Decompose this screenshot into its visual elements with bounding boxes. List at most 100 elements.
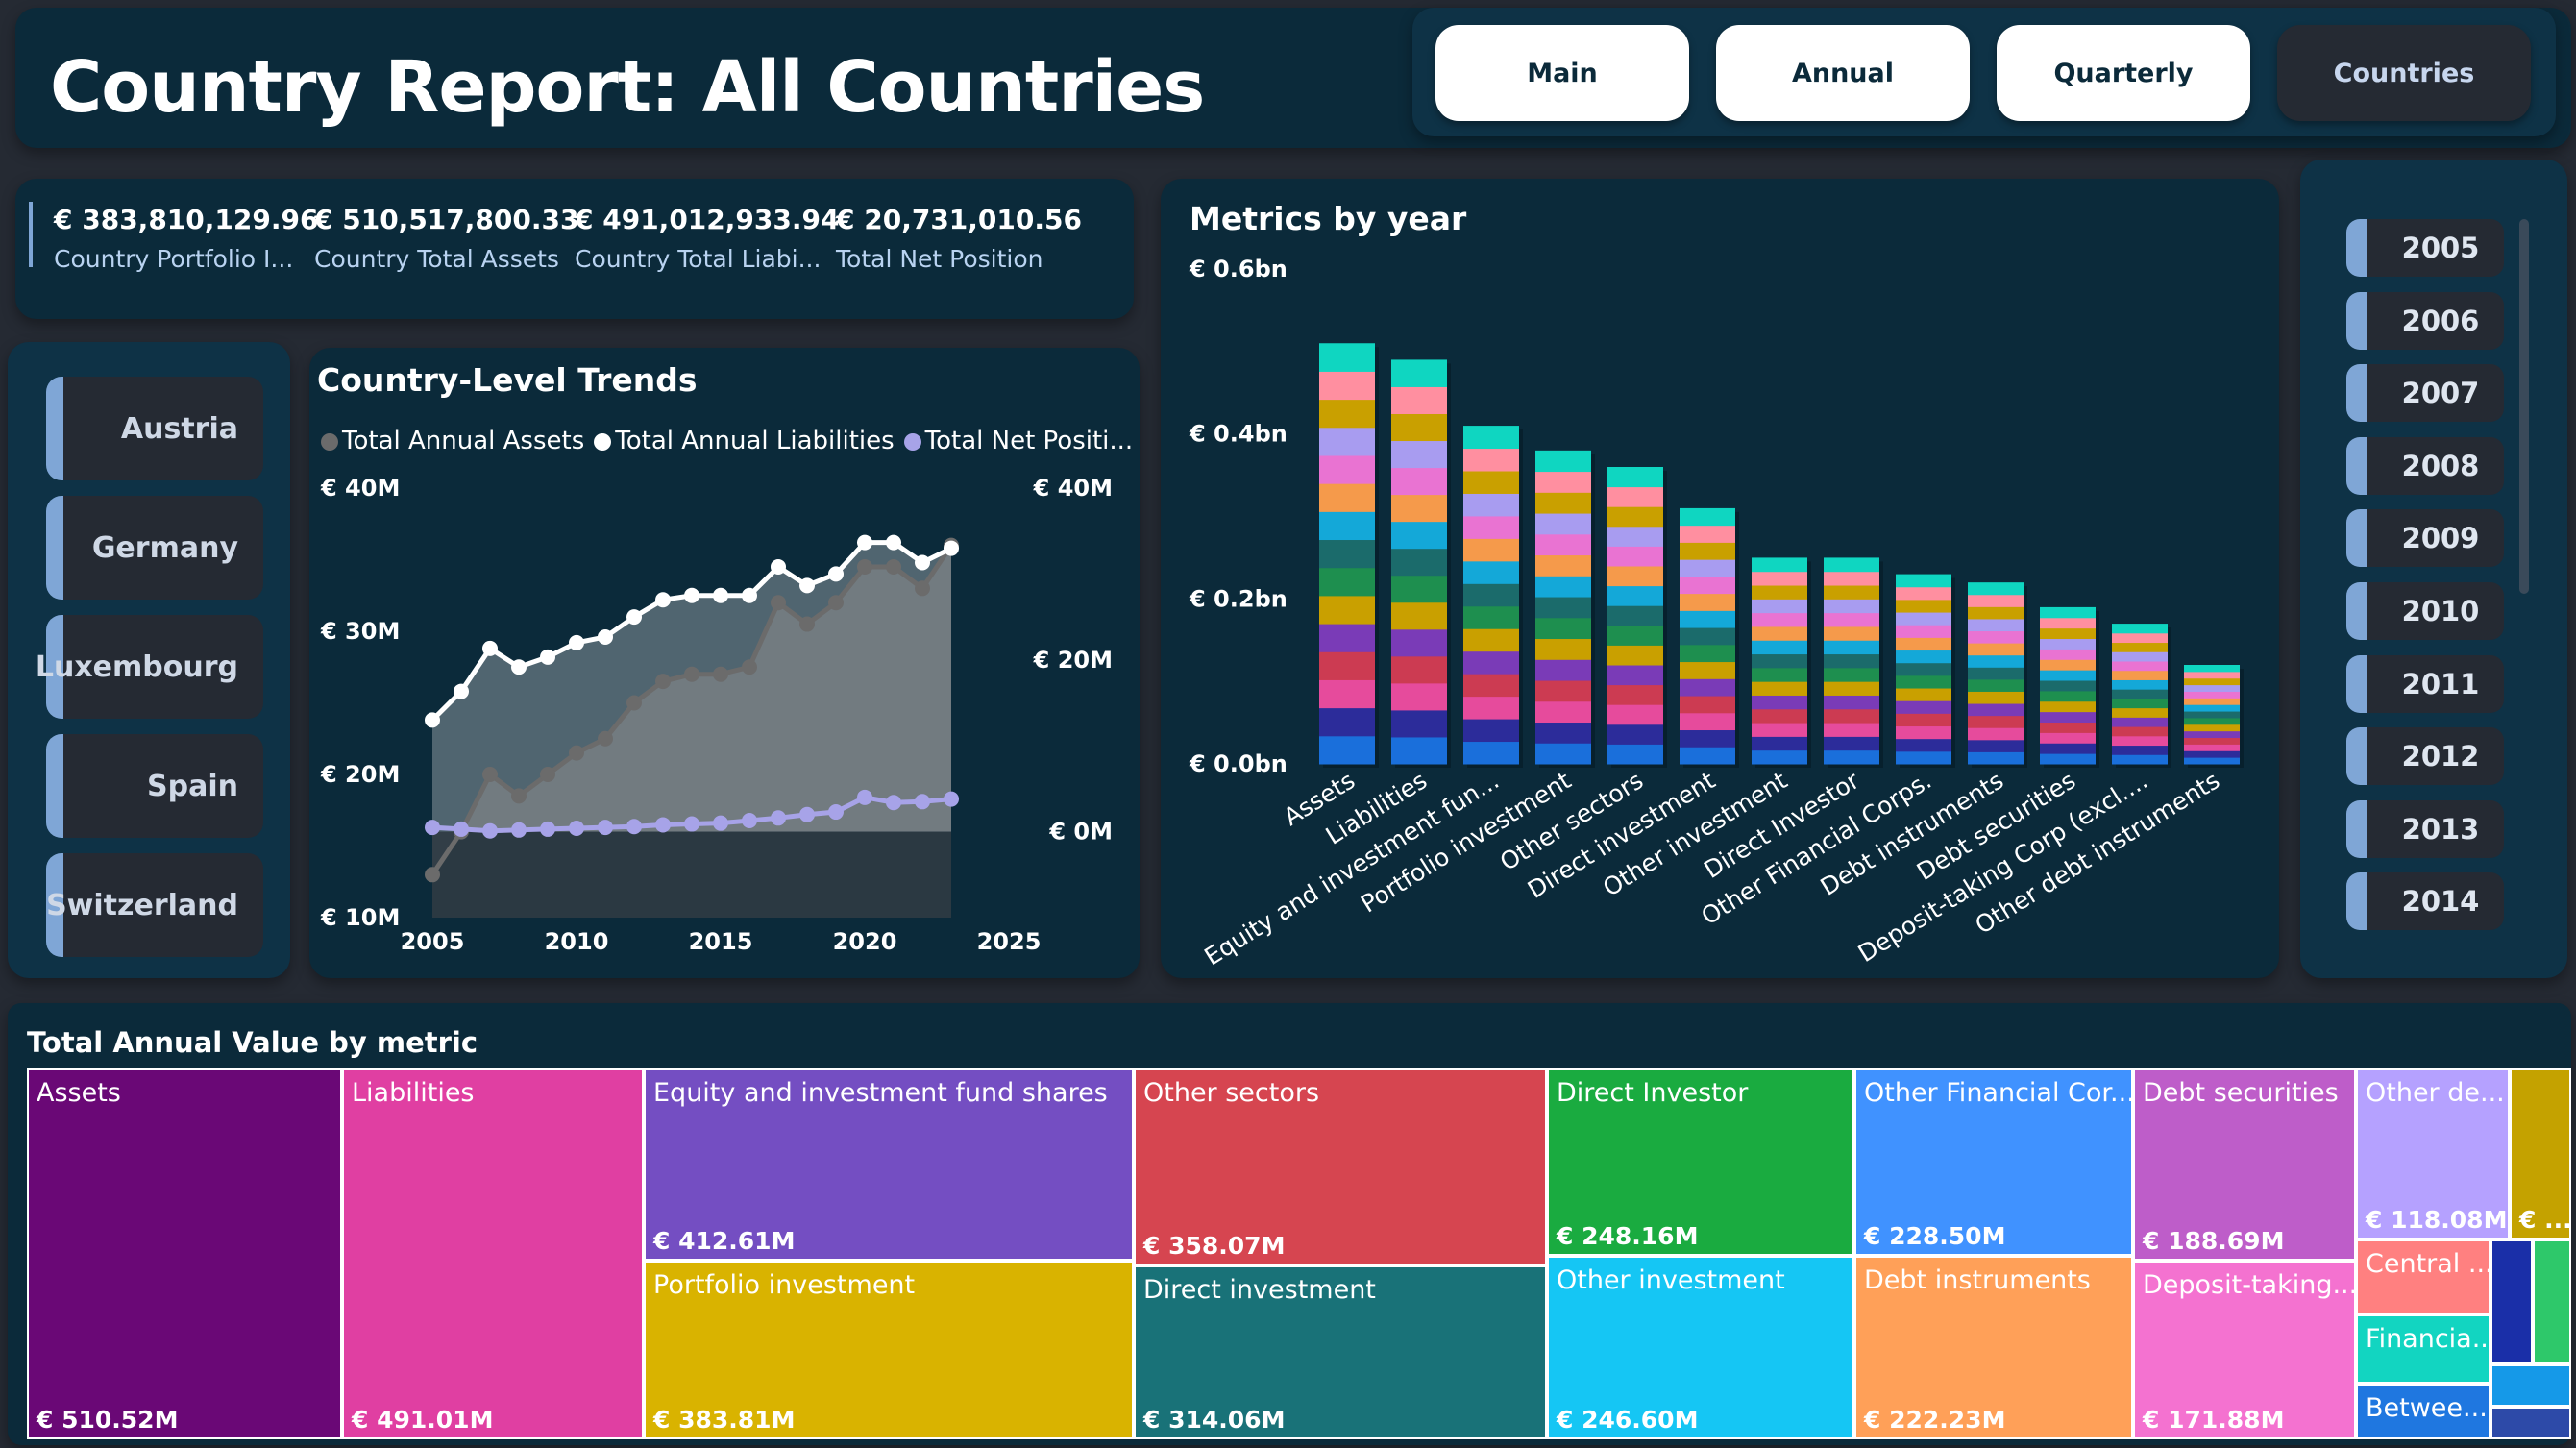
nav-countries-button[interactable]: Countries — [2277, 25, 2531, 121]
bar-segment — [1896, 586, 1951, 601]
country-austria[interactable]: Austria — [46, 377, 263, 480]
liabilities-point — [598, 628, 613, 645]
metrics-chart: € 0.6bn€ 0.4bn€ 0.2bn€ 0.0bnAssetsLiabil… — [1189, 256, 2244, 970]
bar-segment — [1607, 566, 1663, 587]
legend-net-label: Total Net Positi... — [924, 427, 1134, 455]
bar-segment — [2112, 707, 2168, 718]
bar-segment — [1319, 371, 1375, 401]
bar-segment — [1752, 708, 1807, 724]
country-luxembourg[interactable]: Luxembourg — [36, 615, 263, 719]
bar-segment — [1968, 691, 2024, 704]
year-2007[interactable]: 2007 — [2346, 364, 2504, 423]
assets-point — [886, 558, 901, 575]
treemap-cell[interactable]: Assets € 510.52M — [27, 1068, 342, 1439]
year-2008[interactable]: 2008 — [2346, 436, 2504, 495]
country-spain[interactable]: Spain — [46, 734, 263, 838]
treemap-cell[interactable]: Portfolio investment € 383.81M — [644, 1261, 1134, 1439]
treemap-cell-label: Central ... — [2366, 1249, 2490, 1279]
nav-annual-button[interactable]: Annual — [1716, 25, 1970, 121]
bar-segment — [1535, 492, 1591, 514]
bar-segment — [2112, 660, 2168, 672]
year-2014[interactable]: 2014 — [2346, 872, 2504, 931]
treemap-cell[interactable] — [2490, 1407, 2571, 1439]
treemap-cell[interactable]: Other Financial Cor... € 228.50M — [1854, 1068, 2133, 1256]
assets-point — [915, 580, 930, 597]
year-2006[interactable]: 2006 — [2346, 291, 2504, 350]
y-left-tick: € 10M — [320, 904, 400, 931]
bar-segment — [2112, 689, 2168, 699]
legend-assets[interactable]: Total Annual Assets — [321, 427, 584, 455]
treemap-cell[interactable]: Debt securities € 188.69M — [2133, 1068, 2356, 1261]
bar-segment — [1752, 736, 1807, 751]
assets-point — [425, 867, 440, 883]
bar-segment — [1824, 599, 1879, 614]
net-position-point — [425, 820, 440, 836]
bar-segment — [1680, 525, 1735, 543]
bar-segment — [1607, 486, 1663, 507]
bar-segment — [1824, 736, 1879, 751]
bar-segment — [1968, 630, 2024, 644]
bar-segment — [1680, 661, 1735, 679]
liabilities-point — [857, 534, 872, 551]
treemap-cell[interactable]: Debt instruments € 222.23M — [1854, 1256, 2133, 1439]
treemap-cell[interactable]: Financia... — [2356, 1314, 2490, 1384]
bar-segment — [1824, 749, 1879, 765]
kpi-total-assets: € 510,517,800.33 Country Total Assets — [314, 204, 578, 273]
bar-segment — [1968, 606, 2024, 620]
legend-net[interactable]: Total Net Positi... — [903, 427, 1134, 455]
assets-point — [771, 595, 786, 611]
bar-segment — [1752, 695, 1807, 710]
bar-segment — [1535, 513, 1591, 535]
bar-segment — [1463, 696, 1519, 720]
bar-segment — [1607, 684, 1663, 705]
bar-segment — [1319, 567, 1375, 597]
year-2013[interactable]: 2013 — [2346, 799, 2504, 858]
country-switzerland[interactable]: Switzerland — [46, 853, 263, 957]
nav-main-button[interactable]: Main — [1435, 25, 1689, 121]
net-position-point — [771, 810, 786, 826]
kpi-label: Country Total Assets — [314, 245, 559, 273]
bar-segment — [1968, 582, 2024, 596]
treemap-cell[interactable]: € ... — [2510, 1068, 2571, 1239]
year-2010[interactable]: 2010 — [2346, 582, 2504, 640]
net-position-point — [915, 794, 930, 810]
year-2009[interactable]: 2009 — [2346, 509, 2504, 568]
treemap-cell[interactable] — [2490, 1364, 2571, 1407]
bar-segment — [1752, 557, 1807, 573]
treemap-cell[interactable]: Other de... € 118.08M — [2356, 1068, 2510, 1239]
legend-liabilities[interactable]: Total Annual Liabilities — [594, 427, 895, 455]
bar-segment — [1824, 723, 1879, 737]
treemap-cell-label: Other Financial Cor... — [1864, 1078, 2133, 1108]
country-germany[interactable]: Germany — [46, 496, 263, 600]
treemap-cell[interactable] — [2490, 1239, 2533, 1364]
year-2012[interactable]: 2012 — [2346, 727, 2504, 786]
bar-segment — [1535, 576, 1591, 598]
nav-quarterly-button[interactable]: Quarterly — [1997, 25, 2250, 121]
bar-segment — [1319, 679, 1375, 709]
treemap-cell-value: € 491.01M — [352, 1406, 494, 1434]
treemap-cell[interactable]: Equity and investment fund shares € 412.6… — [644, 1068, 1134, 1261]
treemap-cell[interactable]: Liabilities € 491.01M — [342, 1068, 644, 1439]
y-tick: € 0.6bn — [1189, 256, 1288, 282]
bar-segment — [1463, 650, 1519, 675]
treemap-cell[interactable]: Direct investment € 314.06M — [1134, 1265, 1547, 1439]
treemap-cell[interactable]: Direct Investor € 248.16M — [1547, 1068, 1854, 1256]
treemap-cell[interactable]: Other investment € 246.60M — [1547, 1256, 1854, 1439]
treemap-cell[interactable]: Central ... — [2356, 1239, 2490, 1314]
treemap-cell[interactable]: Other sectors € 358.07M — [1134, 1068, 1547, 1265]
bar-segment — [1391, 655, 1447, 684]
treemap-cell[interactable] — [2533, 1239, 2571, 1364]
bar-segment — [2112, 642, 2168, 652]
bar-segment — [2184, 757, 2240, 765]
bar-segment — [1824, 612, 1879, 627]
treemap-cell[interactable]: Betwee... — [2356, 1384, 2490, 1439]
bar-segment — [1463, 719, 1519, 743]
bar-segment — [1607, 625, 1663, 646]
year-2011[interactable]: 2011 — [2346, 654, 2504, 713]
year-2005[interactable]: 2005 — [2346, 219, 2504, 277]
bar-segment — [1391, 575, 1447, 603]
treemap-cell[interactable]: Deposit-taking... € 171.88M — [2133, 1261, 2356, 1439]
net-position-point — [540, 821, 555, 837]
year-scrollbar[interactable] — [2519, 219, 2529, 594]
bar-segment — [1463, 515, 1519, 539]
